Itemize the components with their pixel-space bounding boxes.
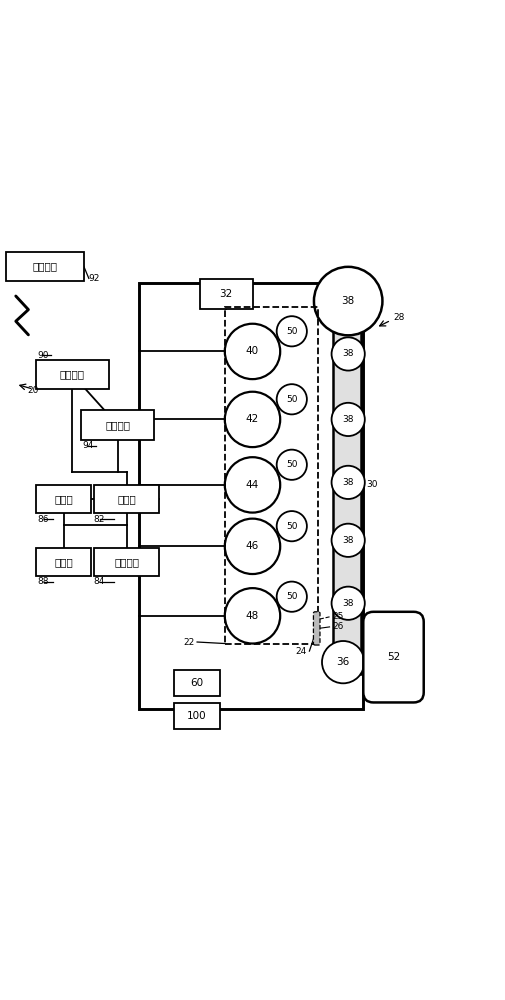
Text: 88: 88	[37, 577, 48, 586]
Text: 38: 38	[342, 599, 354, 608]
Text: 100: 100	[187, 711, 207, 721]
Text: 42: 42	[246, 414, 259, 424]
Text: 94: 94	[82, 441, 93, 450]
Text: 存储器: 存储器	[54, 557, 73, 567]
FancyBboxPatch shape	[94, 485, 160, 513]
Circle shape	[322, 641, 364, 683]
FancyBboxPatch shape	[333, 288, 361, 674]
Text: 20: 20	[28, 386, 39, 395]
Text: 30: 30	[366, 480, 378, 489]
Circle shape	[332, 587, 365, 620]
FancyBboxPatch shape	[36, 548, 91, 576]
Text: 38: 38	[342, 478, 354, 487]
Circle shape	[225, 324, 280, 379]
Text: 传感器: 传感器	[54, 494, 73, 504]
Text: 82: 82	[94, 515, 105, 524]
Text: 50: 50	[286, 460, 297, 469]
Text: 46: 46	[246, 541, 259, 551]
Circle shape	[277, 316, 307, 346]
Text: 36: 36	[336, 657, 350, 667]
FancyBboxPatch shape	[94, 548, 160, 576]
Text: 84: 84	[94, 577, 105, 586]
Text: 32: 32	[220, 289, 233, 299]
Circle shape	[225, 457, 280, 513]
FancyBboxPatch shape	[174, 703, 220, 729]
FancyBboxPatch shape	[81, 410, 155, 440]
Text: 50: 50	[286, 592, 297, 601]
Text: 50: 50	[286, 327, 297, 336]
Text: 用户输入: 用户输入	[114, 557, 139, 567]
Circle shape	[332, 403, 365, 436]
FancyBboxPatch shape	[363, 612, 424, 702]
Text: 38: 38	[342, 349, 354, 358]
Text: 26: 26	[332, 622, 343, 631]
Text: 24: 24	[295, 647, 307, 656]
FancyBboxPatch shape	[314, 612, 320, 645]
Text: 28: 28	[393, 313, 405, 322]
Circle shape	[225, 519, 280, 574]
Text: 50: 50	[286, 395, 297, 404]
Text: 38: 38	[342, 536, 354, 545]
Text: 38: 38	[341, 296, 355, 306]
Text: 25: 25	[332, 612, 343, 621]
Circle shape	[314, 267, 382, 335]
FancyBboxPatch shape	[199, 279, 252, 309]
Circle shape	[332, 337, 365, 371]
Text: 控制器: 控制器	[117, 494, 136, 504]
Text: 通信系统: 通信系统	[60, 370, 85, 380]
FancyBboxPatch shape	[174, 670, 220, 696]
Circle shape	[277, 582, 307, 612]
Circle shape	[332, 466, 365, 499]
Text: 输出系统: 输出系统	[105, 420, 130, 430]
Text: 44: 44	[246, 480, 259, 490]
Circle shape	[277, 511, 307, 541]
Text: 40: 40	[246, 346, 259, 356]
Text: 92: 92	[89, 274, 100, 283]
Text: 38: 38	[342, 415, 354, 424]
FancyBboxPatch shape	[6, 252, 84, 281]
FancyBboxPatch shape	[36, 360, 109, 389]
Text: 60: 60	[190, 678, 204, 688]
Text: 86: 86	[37, 515, 48, 524]
Circle shape	[277, 450, 307, 480]
Circle shape	[225, 588, 280, 644]
Text: 52: 52	[387, 652, 400, 662]
Text: 22: 22	[183, 638, 194, 647]
Text: 90: 90	[37, 351, 48, 360]
Circle shape	[225, 392, 280, 447]
Text: 48: 48	[246, 611, 259, 621]
Circle shape	[277, 384, 307, 414]
Circle shape	[332, 524, 365, 557]
Text: 外部装置: 外部装置	[32, 261, 57, 271]
FancyBboxPatch shape	[36, 485, 91, 513]
FancyBboxPatch shape	[139, 283, 363, 709]
Text: 50: 50	[286, 522, 297, 531]
